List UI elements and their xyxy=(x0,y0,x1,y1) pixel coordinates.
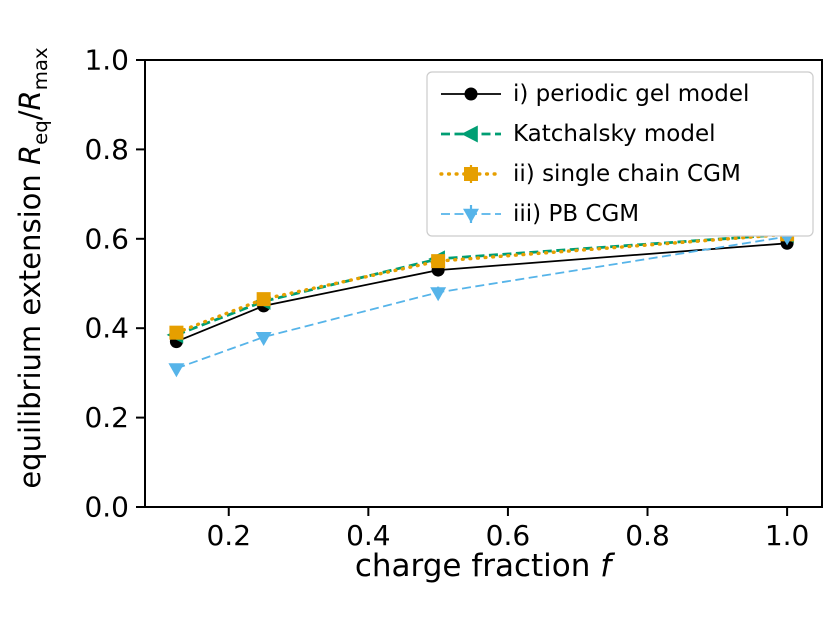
series-line-4 xyxy=(176,235,788,370)
y-tick-label: 0.0 xyxy=(84,491,129,524)
square-marker xyxy=(256,292,271,307)
y-tick-label: 0.8 xyxy=(84,133,129,166)
legend-label-4: iii) PB CGM xyxy=(513,201,639,227)
y-axis-label-var2: R xyxy=(13,90,47,111)
triangle-left-marker xyxy=(461,125,478,143)
x-tick-label: 0.2 xyxy=(206,519,251,552)
x-tick-label: 0.8 xyxy=(625,519,670,552)
series-line-3 xyxy=(174,232,789,335)
triangle-down-marker xyxy=(168,363,185,378)
square-marker xyxy=(431,254,446,269)
legend-label-2: Katchalsky model xyxy=(513,121,716,147)
y-axis-label-separator: / xyxy=(13,110,47,121)
y-tick-label: 0.4 xyxy=(84,312,129,345)
y-axis-ticks: 0.0 0.2 0.4 0.6 0.8 1.0 xyxy=(84,44,145,524)
square-marker xyxy=(464,167,478,181)
x-tick-label: 0.4 xyxy=(346,519,391,552)
y-axis-label: equilibrium extension Req/Rmax xyxy=(13,47,52,489)
x-tick-label: 1.0 xyxy=(765,519,810,552)
x-axis-label: charge fraction f xyxy=(355,548,611,584)
series-line-1 xyxy=(176,242,788,343)
x-tick-label: 0.6 xyxy=(486,519,531,552)
legend-label-3: ii) single chain CGM xyxy=(513,161,741,187)
square-marker xyxy=(169,325,184,340)
y-axis-label-var1: R xyxy=(13,144,47,166)
x-axis-label-text: charge fraction xyxy=(354,548,601,584)
x-axis-ticks: 0.2 0.4 0.6 0.8 1.0 xyxy=(206,507,809,552)
circle-marker xyxy=(464,87,478,101)
y-axis-label-text: equilibrium extension xyxy=(13,165,47,489)
y-tick-label: 0.2 xyxy=(84,401,129,434)
legend-frame xyxy=(426,71,814,237)
series-3 xyxy=(169,227,795,340)
triangle-down-marker xyxy=(430,287,447,302)
y-axis-label-sub2: max xyxy=(28,47,52,91)
triangle-down-marker xyxy=(463,208,479,223)
triangle-down-marker xyxy=(255,331,272,346)
series-2 xyxy=(166,225,794,344)
plot-spines xyxy=(144,59,823,508)
legend-label-1: i) periodic gel model xyxy=(513,81,749,107)
y-tick-label: 1.0 xyxy=(84,44,129,77)
legend: i) periodic gel model Katchalsky model ii)… xyxy=(426,71,814,237)
y-tick-label: 0.6 xyxy=(84,222,129,255)
x-axis-label-variable: f xyxy=(600,548,612,584)
y-axis-label-sub1: eq xyxy=(28,120,52,145)
